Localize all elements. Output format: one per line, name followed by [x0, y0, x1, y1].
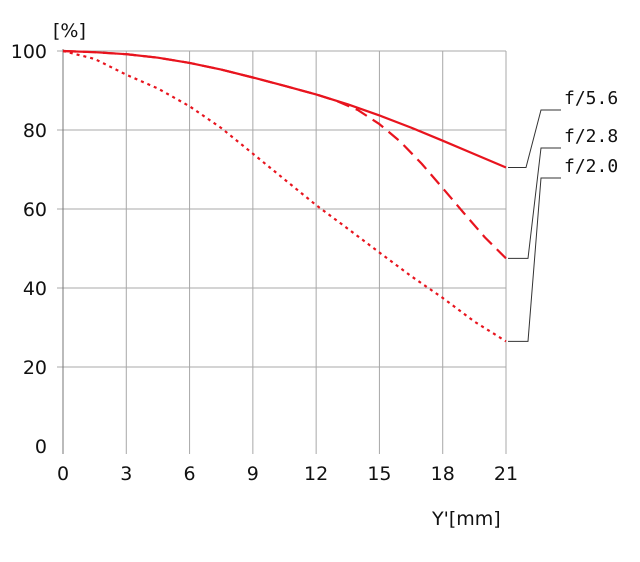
legend-leader-1	[508, 147, 561, 259]
y-tick-label-0: 0	[35, 436, 47, 458]
y-tick-label-40: 40	[23, 278, 47, 300]
x-tick-label-15: 15	[367, 463, 391, 485]
legend-leader-0	[508, 109, 561, 169]
x-tick-label-0: 0	[57, 463, 69, 485]
legend-label-2: f/2.0	[564, 156, 618, 177]
x-tick-label-12: 12	[304, 463, 328, 485]
data-series	[62, 49, 507, 343]
x-axis-label: Y'[mm]	[431, 508, 501, 530]
y-tick-label-80: 80	[23, 120, 47, 142]
series-line-f-2-0	[62, 49, 507, 343]
x-tick-label-3: 3	[120, 463, 132, 485]
tick-labels: 0 20 40 60 80 100 0 3 6 9 12 15 18 21	[11, 41, 518, 485]
x-tick-label-9: 9	[247, 463, 259, 485]
legend-leader-2	[508, 177, 561, 342]
series-line-f-2-8	[62, 49, 507, 260]
x-tick-label-21: 21	[494, 463, 518, 485]
series-line-f-5-6	[62, 49, 507, 169]
y-axis-label: [%]	[53, 20, 86, 42]
y-tick-label-20: 20	[23, 357, 47, 379]
x-tick-label-6: 6	[184, 463, 196, 485]
legend-label-0: f/5.6	[564, 88, 618, 109]
legend-label-1: f/2.8	[564, 126, 618, 147]
legend: f/5.6 f/2.8 f/2.0	[508, 88, 618, 342]
grid-lines	[57, 50, 507, 454]
y-tick-label-60: 60	[23, 199, 47, 221]
y-tick-label-100: 100	[11, 41, 47, 63]
x-tick-label-18: 18	[431, 463, 455, 485]
